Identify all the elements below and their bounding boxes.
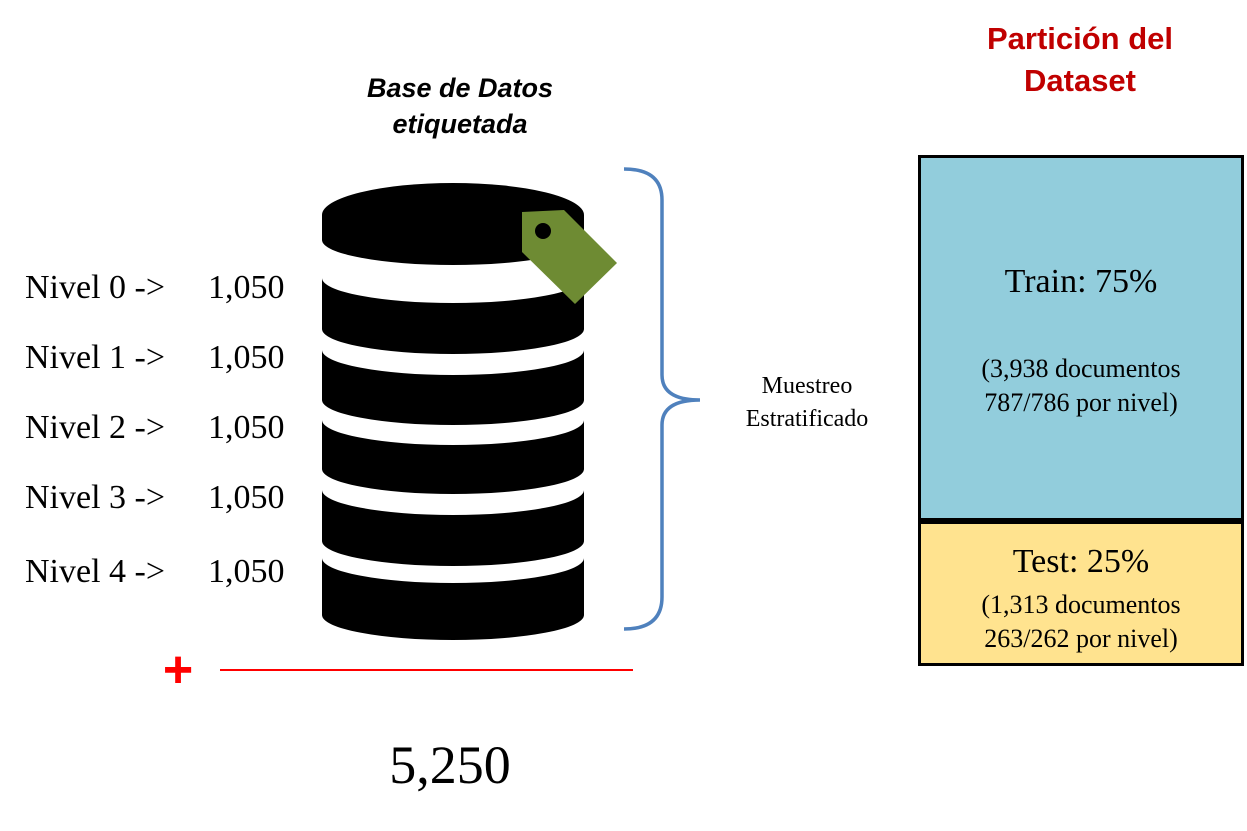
sampling-line2: Estratificado bbox=[745, 406, 869, 432]
test-label: Test: 25% bbox=[1012, 543, 1150, 580]
level-count: 1,050 bbox=[208, 409, 285, 446]
level-label: Nivel 3 -> bbox=[25, 479, 166, 516]
partition-title-line1: Partición del bbox=[986, 21, 1174, 56]
train-label: Train: 75% bbox=[1004, 263, 1158, 300]
database-title: Base de Datos etiquetada bbox=[320, 70, 600, 142]
database-title-line2: etiquetada bbox=[392, 109, 528, 139]
level-label: Nivel 4 -> bbox=[25, 553, 166, 590]
level-label: Nivel 0 -> bbox=[25, 269, 166, 306]
level-label: Nivel 1 -> bbox=[25, 339, 166, 376]
test-detail-line1: (1,313 documentos bbox=[981, 590, 1181, 619]
level-count: 1,050 bbox=[208, 339, 285, 376]
database-icon bbox=[322, 183, 584, 640]
sampling-line1: Muestreo bbox=[761, 373, 853, 399]
total-count: 5,250 bbox=[389, 735, 511, 795]
database-title-line1: Base de Datos bbox=[366, 73, 554, 103]
plus-sign: + bbox=[162, 641, 194, 699]
test-detail: (1,313 documentos 263/262 por nivel) bbox=[921, 588, 1241, 656]
train-partition-box: Train: 75% (3,938 documentos 787/786 por… bbox=[918, 155, 1244, 521]
test-partition-box: Test: 25% (1,313 documentos 263/262 por … bbox=[918, 521, 1244, 666]
partition-title-line2: Dataset bbox=[1024, 63, 1136, 98]
level-count: 1,050 bbox=[208, 269, 285, 306]
train-detail-line2: 787/786 por nivel) bbox=[984, 388, 1178, 417]
test-detail-line2: 263/262 por nivel) bbox=[984, 624, 1178, 653]
train-detail: (3,938 documentos 787/786 por nivel) bbox=[921, 352, 1241, 420]
train-detail-line1: (3,938 documentos bbox=[981, 354, 1181, 383]
sampling-label: Muestreo Estratificado bbox=[722, 370, 892, 436]
level-count: 1,050 bbox=[208, 553, 285, 590]
partition-title: Partición del Dataset bbox=[960, 18, 1200, 102]
level-count: 1,050 bbox=[208, 479, 285, 516]
curly-brace bbox=[623, 167, 701, 631]
tag-icon bbox=[522, 210, 617, 304]
level-label: Nivel 2 -> bbox=[25, 409, 166, 446]
